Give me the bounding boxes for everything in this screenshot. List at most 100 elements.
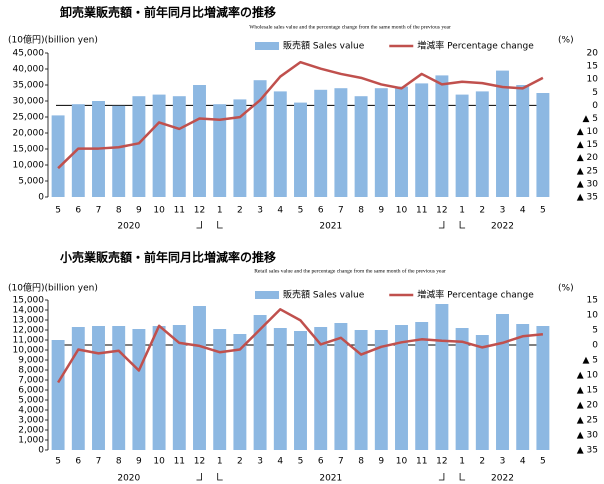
year-divider (459, 221, 466, 229)
bar (536, 93, 550, 197)
line (57, 60, 544, 170)
y-tick-label: 3,000 (18, 416, 44, 426)
x-tick-label: 3 (500, 457, 506, 467)
year-divider (459, 473, 466, 481)
bar (253, 315, 267, 450)
x-tick-label: 1 (459, 206, 465, 216)
bar (213, 329, 227, 450)
bar (152, 326, 166, 450)
x-tick-label: 11 (416, 457, 427, 467)
x-tick-label: 9 (378, 206, 384, 216)
legend-label: 販売額 Sales value (283, 289, 365, 301)
y2-tick-label: ▲ 30 (577, 179, 599, 189)
bar (132, 96, 146, 197)
y2-tick-label: ▲ 15 (577, 386, 598, 396)
x-tick-label: 4 (277, 206, 283, 216)
year-divider (438, 473, 445, 481)
x-tick-label: 11 (174, 457, 185, 467)
y-tick-label: 0 (38, 446, 44, 456)
x-tick-label: 6 (318, 457, 324, 467)
y-tick-label: 10,000 (13, 161, 45, 171)
year-divider (438, 221, 445, 229)
y2-tick-label: ▲ 10 (577, 127, 599, 137)
x-tick-label: 1 (217, 206, 223, 216)
y-tick-label: 15,000 (13, 145, 45, 155)
y2-tick-label: ▲ 10 (577, 371, 599, 381)
y2-axis-label: (%) (558, 36, 574, 46)
bar (435, 75, 449, 197)
legend-label: 販売額 Sales value (283, 40, 365, 52)
y2-tick-label: ▲ 30 (577, 431, 599, 441)
x-tick-label: 12 (436, 457, 447, 467)
x-tick-label: 4 (520, 206, 526, 216)
y-tick-label: 0 (38, 193, 44, 203)
bar (233, 99, 247, 197)
y2-tick-label: 15 (587, 296, 598, 306)
x-tick-label: 12 (194, 457, 205, 467)
y-tick-label: 7,000 (18, 376, 44, 386)
bar (71, 327, 85, 450)
bar (354, 96, 368, 197)
bar (334, 88, 348, 197)
y2-tick-label: ▲ 15 (577, 140, 598, 150)
x-tick-label: 10 (396, 206, 408, 216)
y-tick-label: 11,000 (13, 336, 45, 346)
x-tick-label: 6 (318, 206, 324, 216)
x-tick-label: 11 (174, 206, 185, 216)
bar (374, 88, 388, 197)
bar (395, 86, 408, 197)
legend-swatch (255, 291, 279, 299)
bar (172, 96, 186, 197)
bar (233, 334, 247, 450)
y-tick-label: 5,000 (18, 396, 44, 406)
bar (455, 94, 469, 197)
bar (475, 91, 489, 197)
x-tick-label: 2 (237, 457, 243, 467)
x-tick-label: 8 (116, 206, 122, 216)
year-label: 2021 (319, 222, 342, 232)
x-tick-label: 7 (338, 457, 344, 467)
x-tick-label: 8 (358, 206, 364, 216)
y2-tick-label: ▲ 20 (577, 401, 599, 411)
x-tick-label: 12 (194, 206, 205, 216)
bar (455, 328, 469, 450)
y2-tick-label: 20 (587, 49, 599, 59)
x-tick-label: 5 (55, 206, 61, 216)
bar (395, 325, 408, 450)
y2-tick-label: 10 (587, 75, 599, 85)
x-tick-label: 3 (500, 206, 506, 216)
x-tick-label: 9 (136, 457, 142, 467)
x-tick-label: 9 (378, 457, 384, 467)
y2-tick-label: ▲ 5 (582, 114, 598, 124)
x-tick-label: 5 (540, 206, 546, 216)
chart-subtitle: Wholesale sales value and the percentage… (249, 23, 451, 30)
y2-tick-label: ▲ 25 (577, 416, 598, 426)
x-tick-label: 5 (298, 206, 304, 216)
x-tick-label: 11 (416, 206, 427, 216)
year-divider (196, 473, 202, 481)
year-label: 2022 (491, 474, 514, 484)
bar (475, 335, 489, 450)
x-tick-label: 9 (136, 206, 142, 216)
y-tick-label: 8,000 (18, 366, 44, 376)
y2-tick-label: 0 (592, 341, 598, 351)
y-tick-label: 20,000 (13, 129, 45, 139)
bar (273, 91, 287, 197)
y2-axis-label: (%) (558, 284, 574, 294)
bar (374, 330, 388, 450)
bar (496, 70, 509, 197)
bar (112, 105, 126, 197)
bar (172, 325, 186, 450)
x-tick-label: 10 (153, 206, 165, 216)
bar (71, 104, 85, 197)
x-tick-label: 10 (396, 457, 408, 467)
x-tick-label: 12 (436, 206, 447, 216)
bar (516, 85, 530, 197)
y2-tick-label: ▲ 5 (582, 356, 598, 366)
y-tick-label: 4,000 (18, 406, 44, 416)
bar (294, 102, 307, 197)
x-tick-label: 6 (75, 206, 81, 216)
chart-title: 卸売業販売額・前年同月比増減率の推移 (60, 5, 276, 20)
x-tick-label: 10 (153, 457, 165, 467)
